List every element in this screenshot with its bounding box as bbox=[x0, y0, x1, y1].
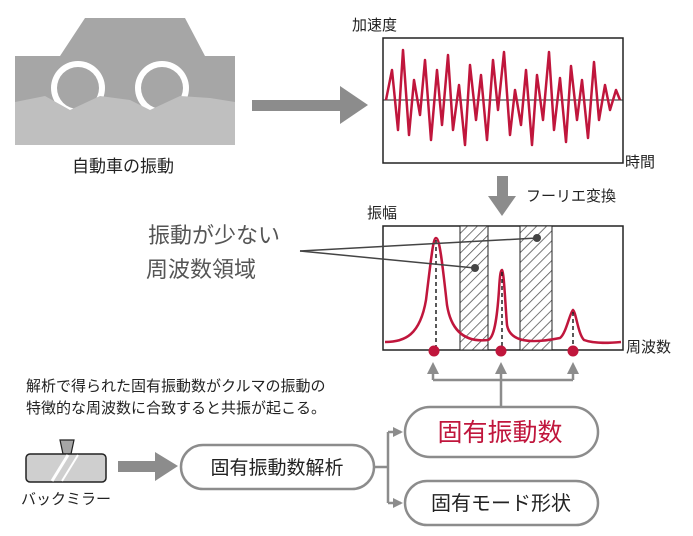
time-chart-ylabel: 加速度 bbox=[352, 16, 397, 34]
arrow-to-time-chart bbox=[252, 86, 368, 124]
mirror-caption: バックミラー bbox=[21, 490, 111, 508]
mode-shape-box bbox=[403, 479, 600, 527]
car-caption: 自動車の振動 bbox=[72, 157, 174, 177]
arrow-to-analysis bbox=[118, 452, 178, 481]
analysis-label: 固有振動数解析 bbox=[210, 457, 343, 479]
natural-frequency-box bbox=[403, 405, 600, 459]
fourier-arrow bbox=[488, 176, 516, 216]
fourier-label: フーリエ変換 bbox=[526, 187, 616, 205]
low-vibration-band-2 bbox=[519, 225, 553, 351]
car-icon bbox=[15, 18, 235, 145]
note-line1: 解析で得られた固有振動数がクルマの振動の bbox=[26, 377, 326, 395]
peak-3-marker bbox=[567, 345, 579, 357]
branch-connector bbox=[374, 427, 403, 508]
annotation-leader-1-end bbox=[533, 234, 541, 242]
spectrum-frame bbox=[382, 225, 624, 351]
note-line2: 特徴的な周波数に合致すると共振が起こる。 bbox=[26, 399, 326, 417]
spectrum-xlabel: 周波数 bbox=[626, 338, 671, 356]
mode-shape-label: 固有モード形状 bbox=[431, 491, 571, 515]
peak-2-marker bbox=[495, 345, 507, 357]
annotation-leader-1 bbox=[299, 237, 538, 252]
frequency-connector bbox=[427, 362, 579, 406]
annotation-line1: 振動が少ない bbox=[148, 224, 280, 249]
annotation-line2: 周波数領域 bbox=[146, 258, 256, 283]
annotation-leader-2-end bbox=[471, 264, 479, 272]
rearview-mirror-icon bbox=[25, 439, 107, 483]
natural-frequency-label: 固有振動数 bbox=[437, 418, 562, 447]
acceleration-waveform bbox=[384, 48, 622, 147]
time-chart-xlabel: 時間 bbox=[625, 153, 655, 171]
peak-1-marker bbox=[428, 345, 440, 357]
spectrum-ylabel: 振幅 bbox=[367, 204, 397, 222]
spectrum-curve bbox=[384, 236, 622, 345]
low-vibration-band-1 bbox=[459, 225, 489, 351]
annotation-leader-2 bbox=[299, 250, 476, 269]
